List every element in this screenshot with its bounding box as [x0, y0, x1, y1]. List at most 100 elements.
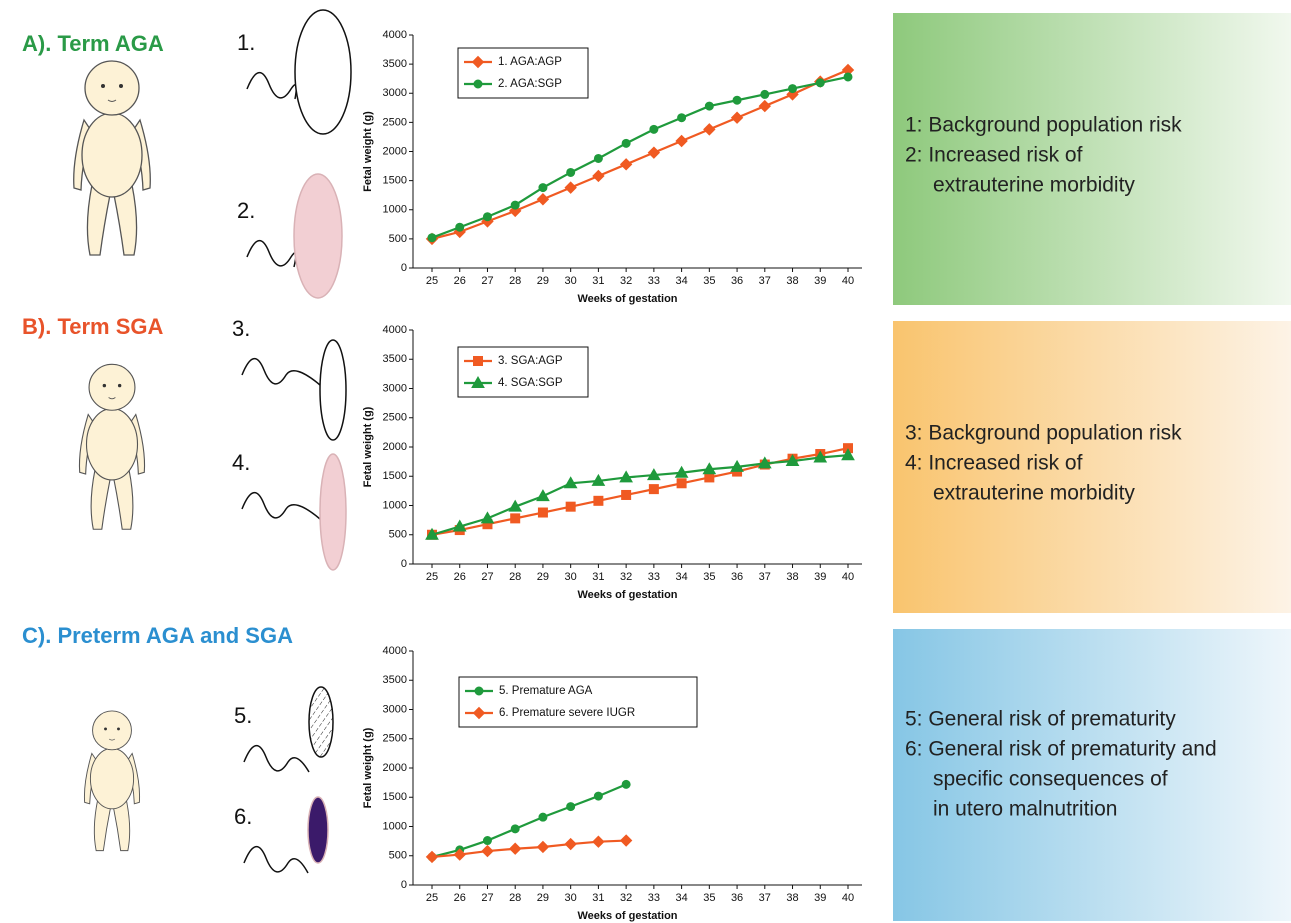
y-tick-label: 0	[401, 558, 407, 570]
x-tick-label: 27	[481, 571, 493, 583]
x-tick-label: 36	[731, 571, 743, 583]
baby-illustration	[74, 61, 151, 255]
baby-eye	[101, 84, 105, 88]
marker	[789, 85, 797, 93]
marker	[705, 473, 714, 482]
x-tick-label: 38	[786, 275, 798, 287]
x-tick-label: 26	[454, 571, 466, 583]
x-tick-label: 35	[703, 571, 715, 583]
baby-eye	[104, 727, 107, 730]
baby-eye	[103, 384, 106, 387]
section-label: B). Term SGA	[22, 314, 164, 339]
baby-head	[93, 711, 132, 750]
legend-label: 2. AGA:SGP	[498, 78, 562, 90]
marker	[511, 825, 519, 833]
marker	[622, 780, 630, 788]
x-tick-label: 37	[759, 275, 771, 287]
x-tick-label: 34	[675, 275, 687, 287]
marker	[622, 139, 630, 147]
x-tick-label: 36	[731, 892, 743, 904]
note-text: extrauterine morbidity	[933, 482, 1135, 505]
marker	[456, 223, 464, 231]
y-tick-label: 1000	[383, 820, 407, 832]
marker	[622, 490, 631, 499]
y-tick-label: 500	[389, 529, 407, 541]
baby-eye	[119, 84, 123, 88]
x-axis-label: Weeks of gestation	[577, 589, 677, 601]
x-tick-label: 37	[759, 892, 771, 904]
y-tick-label: 1000	[383, 499, 407, 511]
legend-label: 6. Premature severe IUGR	[499, 707, 635, 719]
y-axis-label: Fetal weight (g)	[362, 727, 374, 808]
x-tick-label: 32	[620, 892, 632, 904]
legend-label: 5. Premature AGA	[499, 685, 593, 697]
marker	[705, 102, 713, 110]
marker	[565, 839, 576, 850]
marker	[483, 213, 491, 221]
y-tick-label: 4000	[383, 645, 407, 657]
umbilical-cord	[247, 73, 296, 99]
marker	[816, 79, 824, 87]
umbilical-cord	[244, 847, 308, 873]
y-tick-label: 500	[389, 233, 407, 245]
marker	[482, 846, 493, 857]
note-text: 5: General risk of prematurity	[905, 708, 1176, 731]
marker	[567, 168, 575, 176]
y-tick-label: 1000	[383, 204, 407, 216]
x-tick-label: 32	[620, 275, 632, 287]
x-axis-label: Weeks of gestation	[577, 293, 677, 305]
marker	[537, 194, 548, 205]
marker	[621, 835, 632, 846]
marker	[761, 90, 769, 98]
note-text: in utero malnutrition	[933, 798, 1117, 821]
marker	[649, 485, 658, 494]
placenta-label: 4.	[232, 450, 250, 475]
umbilical-cord	[247, 241, 296, 267]
x-tick-label: 33	[648, 275, 660, 287]
placenta-label: 2.	[237, 198, 255, 223]
placenta	[294, 174, 342, 298]
y-tick-label: 0	[401, 879, 407, 891]
marker	[511, 201, 519, 209]
x-tick-label: 28	[509, 275, 521, 287]
note-text: extrauterine morbidity	[933, 174, 1135, 197]
baby-body	[90, 748, 133, 808]
marker	[593, 170, 604, 181]
x-tick-label: 29	[537, 275, 549, 287]
baby-eye	[117, 727, 120, 730]
legend-label: 3. SGA:AGP	[498, 355, 563, 367]
section-label: A). Term AGA	[22, 31, 164, 56]
baby-body	[82, 113, 142, 197]
baby-eye	[118, 384, 121, 387]
x-tick-label: 38	[786, 892, 798, 904]
y-tick-label: 3500	[383, 674, 407, 686]
x-tick-label: 39	[814, 275, 826, 287]
placenta-label: 5.	[234, 703, 252, 728]
x-tick-label: 33	[648, 571, 660, 583]
marker	[594, 792, 602, 800]
x-tick-label: 26	[454, 892, 466, 904]
marker	[593, 836, 604, 847]
y-tick-label: 3000	[383, 703, 407, 715]
marker	[539, 813, 547, 821]
y-tick-label: 4000	[383, 29, 407, 41]
x-tick-label: 40	[842, 892, 854, 904]
x-tick-label: 40	[842, 275, 854, 287]
x-tick-label: 40	[842, 571, 854, 583]
umbilical-cord	[242, 493, 320, 519]
y-tick-label: 3500	[383, 353, 407, 365]
x-tick-label: 29	[537, 571, 549, 583]
marker	[539, 184, 547, 192]
x-tick-label: 37	[759, 571, 771, 583]
placenta	[309, 687, 333, 757]
note-text: 1: Background population risk	[905, 114, 1182, 137]
legend-marker	[474, 80, 482, 88]
y-tick-label: 1500	[383, 175, 407, 187]
y-tick-label: 2500	[383, 412, 407, 424]
x-tick-label: 29	[537, 892, 549, 904]
x-tick-label: 31	[592, 892, 604, 904]
marker	[567, 803, 575, 811]
y-tick-label: 2000	[383, 145, 407, 157]
x-axis-label: Weeks of gestation	[577, 910, 677, 922]
section-label: C). Preterm AGA and SGA	[22, 623, 293, 648]
